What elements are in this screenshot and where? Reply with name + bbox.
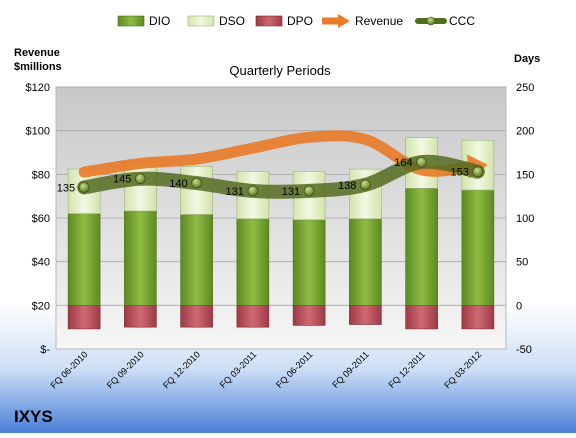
legend-marker-ccc: [426, 16, 436, 26]
bar-dio: [349, 218, 382, 306]
ccc-point: [472, 166, 484, 178]
legend-item-revenue: Revenue: [322, 14, 403, 28]
legend: DIO DSO DPO Revenue CCC: [117, 14, 475, 28]
ccc-data-label: 131: [226, 186, 244, 198]
legend-arrowhead-revenue: [338, 14, 350, 28]
ccc-data-label: 138: [338, 180, 356, 192]
ccc-data-label: 153: [451, 167, 469, 179]
bar-dpo: [236, 305, 270, 328]
left-axis: $- $20 $40 $60 $80 $100 $120: [26, 82, 51, 356]
ccc-point: [191, 177, 203, 189]
left-tick-label: $40: [32, 257, 50, 269]
bar-dso: [124, 162, 157, 212]
legend-swatch-dpo: [255, 15, 283, 27]
right-tick-label: 150: [516, 169, 534, 181]
bar-dio: [292, 219, 326, 306]
chart-title: Quarterly Periods: [229, 63, 331, 78]
legend-label-dso: DSO: [219, 14, 245, 28]
bar-dio: [67, 213, 101, 306]
bar-dpo: [405, 305, 438, 330]
right-tick-label: 0: [516, 300, 522, 312]
legend-label-dpo: DPO: [287, 14, 313, 28]
bar-dpo: [124, 305, 157, 328]
bar-dpo: [292, 305, 326, 326]
right-tick-label: 250: [516, 82, 534, 94]
bar-dio: [124, 210, 157, 306]
left-tick-label: $80: [32, 169, 50, 181]
left-axis-title-line-1: Revenue: [14, 47, 60, 59]
left-tick-label: $60: [32, 213, 50, 225]
left-tick-label: $20: [32, 300, 50, 312]
left-axis-title: Revenue $millions: [14, 47, 63, 73]
ccc-point: [359, 179, 371, 191]
legend-swatch-dio: [117, 15, 145, 27]
bar-dio: [236, 218, 270, 306]
legend-item-dso: DSO: [187, 14, 245, 28]
ccc-series: 135 145 140 131 131 138 164 153: [57, 154, 485, 199]
left-axis-title-line-2: $millions: [14, 61, 62, 73]
bar-dpo: [67, 305, 101, 330]
legend-label-dio: DIO: [149, 14, 170, 28]
legend-item-ccc: CCC: [415, 14, 475, 28]
ccc-data-label: 131: [282, 186, 300, 198]
bar-dio: [461, 189, 495, 306]
bar-dio: [405, 188, 438, 306]
right-tick-label: 200: [516, 126, 534, 138]
bar-dio: [180, 214, 213, 306]
left-tick-label: $120: [26, 82, 50, 94]
legend-item-dio: DIO: [117, 14, 170, 28]
legend-swatch-dso: [187, 15, 215, 27]
bars: [67, 137, 495, 330]
right-axis-title: Days: [514, 53, 540, 65]
bar-dpo: [349, 305, 382, 325]
ccc-data-label: 140: [169, 178, 187, 190]
ccc-point: [247, 185, 259, 197]
bar-dpo: [180, 305, 213, 328]
legend-label-revenue: Revenue: [355, 14, 403, 28]
left-tick-label: $100: [26, 126, 50, 138]
ccc-point: [416, 156, 428, 168]
bar-dpo: [461, 305, 495, 330]
right-tick-label: -50: [516, 344, 532, 356]
ccc-data-label: 135: [57, 182, 75, 194]
right-tick-label: 50: [516, 257, 528, 269]
company-name: IXYS: [14, 407, 53, 426]
ccc-data-label: 145: [113, 174, 131, 186]
ccc-point: [303, 185, 315, 197]
ccc-point: [78, 182, 90, 193]
left-tick-label: $-: [40, 344, 50, 356]
ccc-point: [134, 173, 146, 185]
right-tick-label: 100: [516, 213, 534, 225]
legend-item-dpo: DPO: [255, 14, 313, 28]
ccc-data-label: 164: [394, 157, 412, 169]
right-axis: -50 0 50 100 150 200 250: [516, 82, 534, 356]
legend-label-ccc: CCC: [449, 14, 475, 28]
